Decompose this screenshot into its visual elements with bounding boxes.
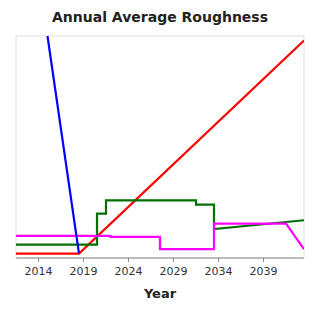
x-tick-label: 2024 <box>115 265 143 278</box>
x-tick <box>38 258 39 262</box>
x-axis <box>16 258 304 259</box>
x-tick-label: 2039 <box>250 265 278 278</box>
series-line <box>16 224 304 250</box>
x-tick-label: 2029 <box>160 265 188 278</box>
x-tick <box>263 258 264 262</box>
lines <box>16 36 304 254</box>
plot-frame <box>16 36 304 258</box>
series-line <box>16 40 304 253</box>
x-tick-label: 2019 <box>70 265 98 278</box>
x-tick <box>128 258 129 262</box>
x-axis-label: Year <box>143 286 177 301</box>
x-tick <box>173 258 174 262</box>
title: Annual Average Roughness <box>52 9 268 25</box>
x-tick-label: 2014 <box>25 265 53 278</box>
x-tick <box>218 258 219 262</box>
chart: 2014 2019 2024 2029 2034 2039 Annual Average R… <box>0 0 320 320</box>
x-tick-label: 2034 <box>205 265 233 278</box>
x-tick <box>83 258 84 262</box>
series-line <box>48 36 80 254</box>
